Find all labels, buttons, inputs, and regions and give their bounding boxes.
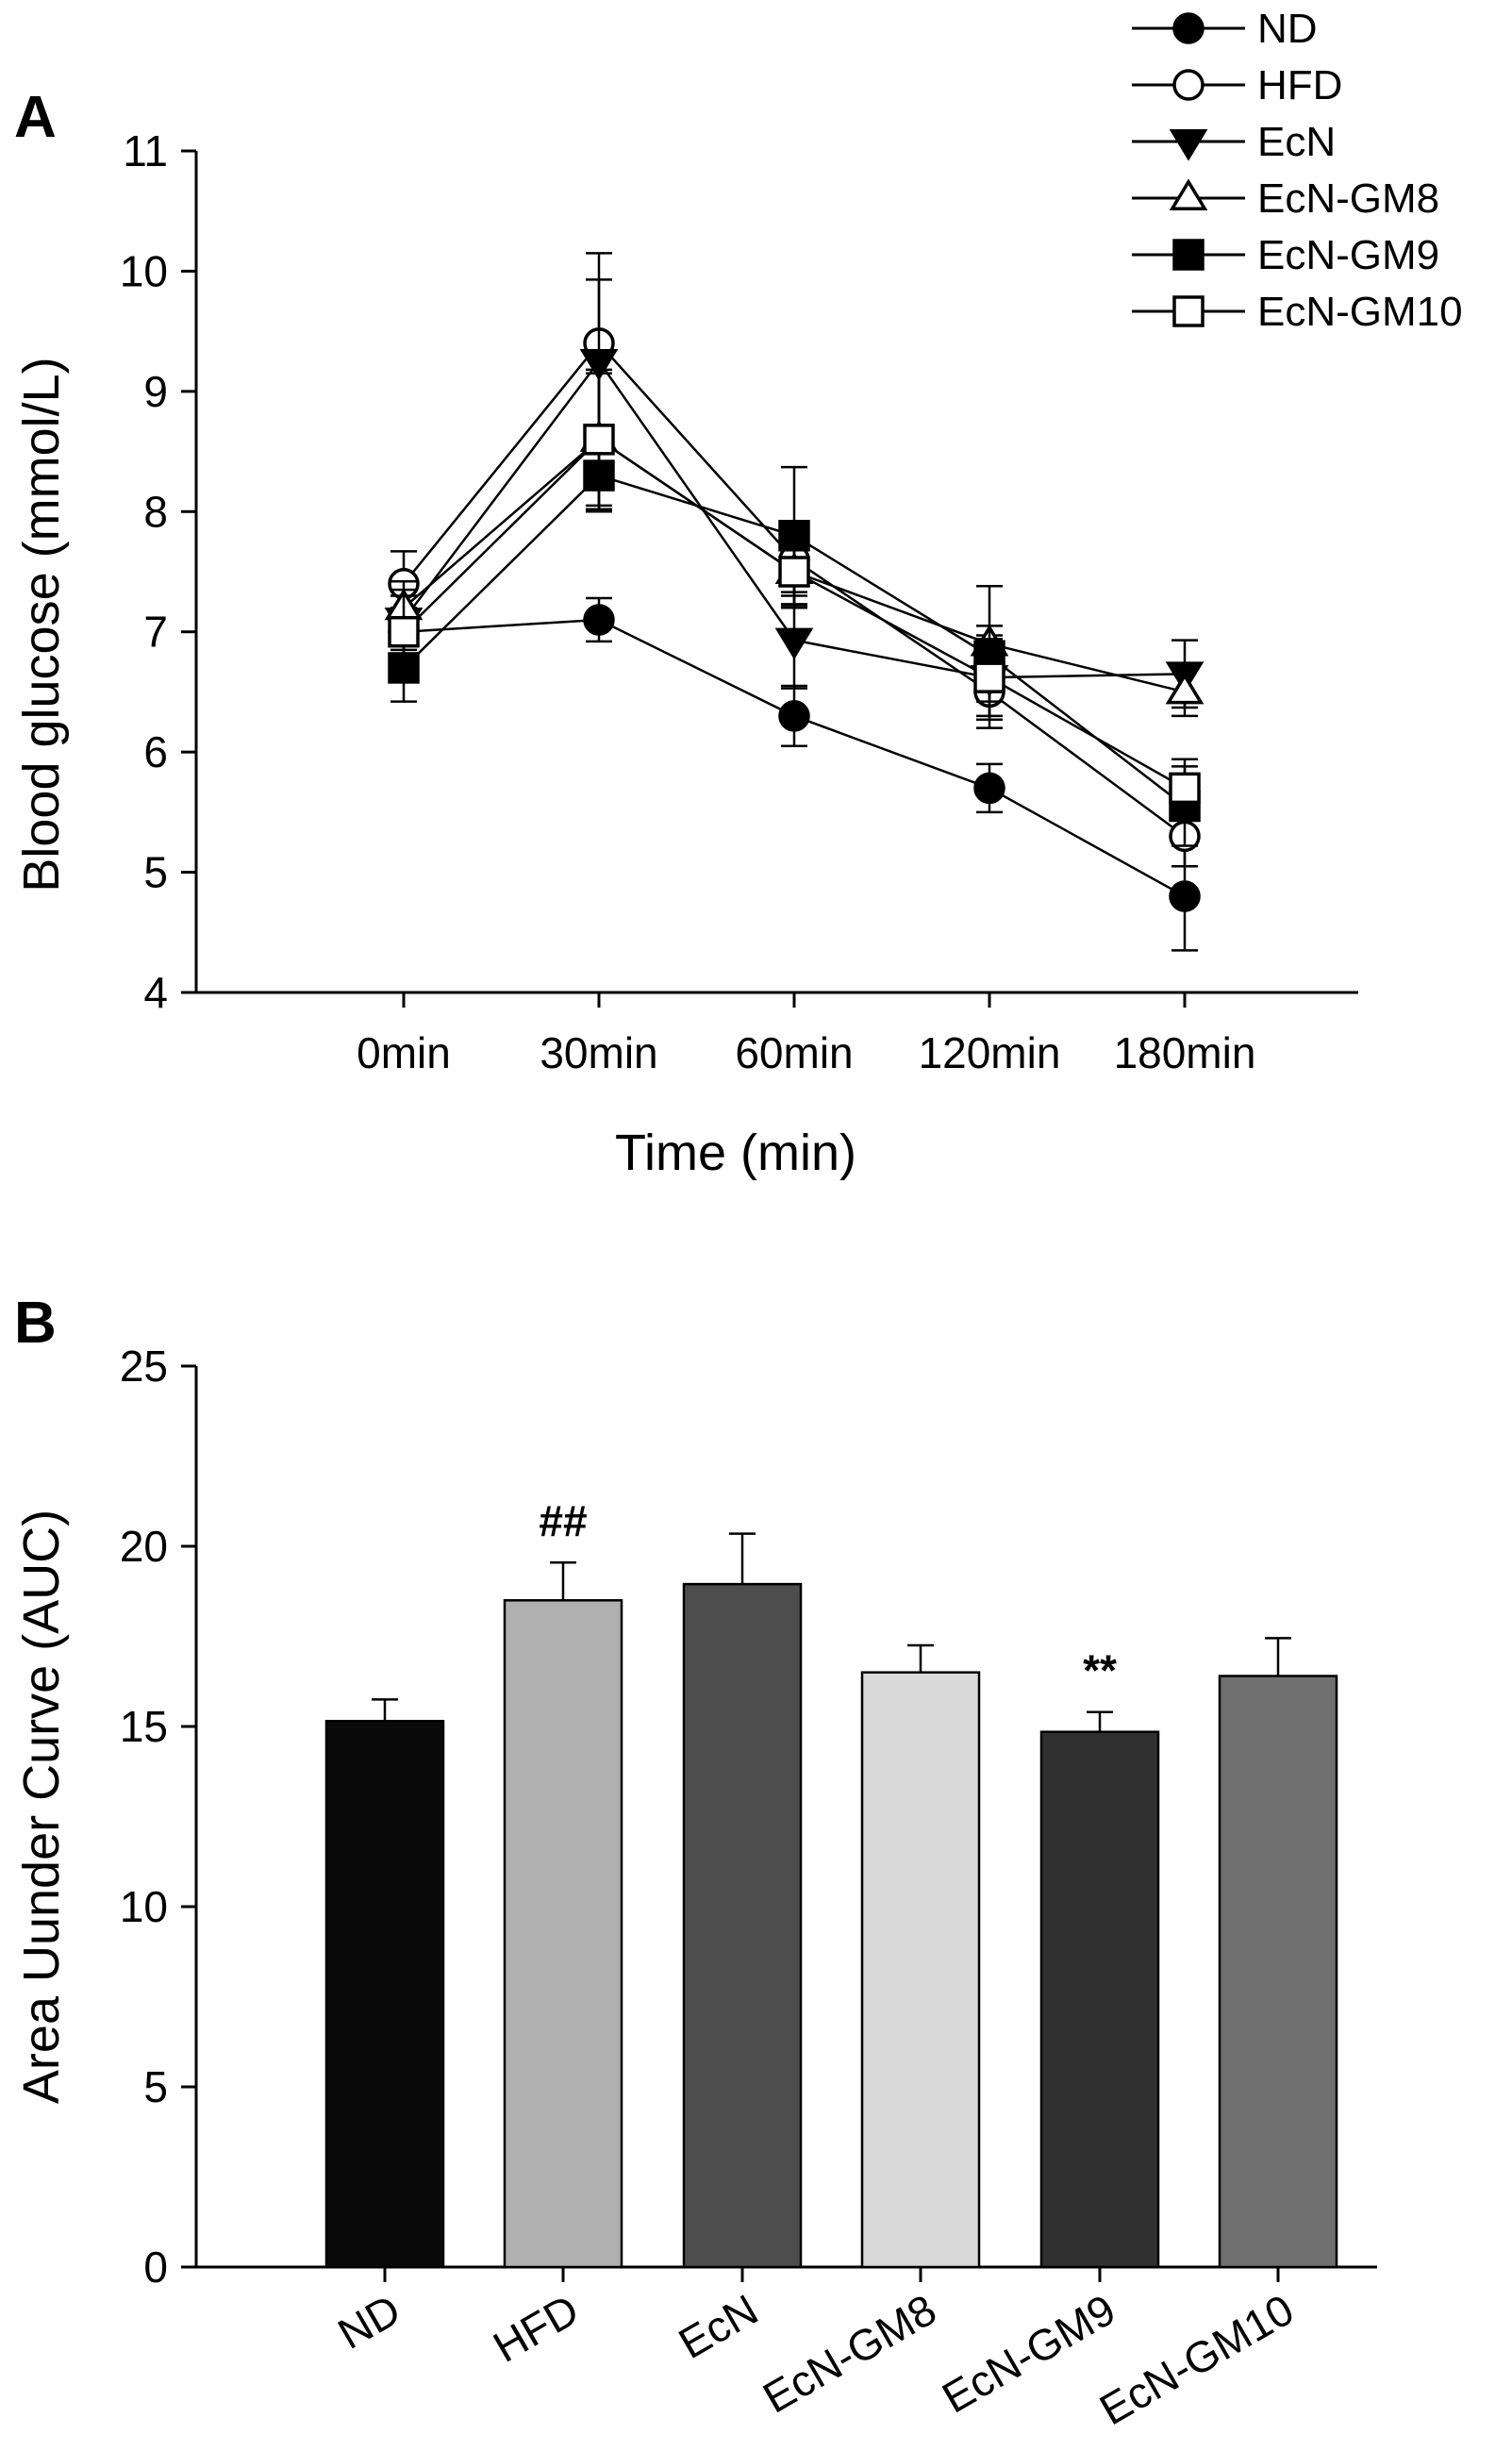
panel-a-letter: A (14, 85, 57, 150)
legend-item: EcN-GM10 (1132, 289, 1463, 335)
legend-item: EcN (1132, 119, 1336, 165)
panel-a-y-tick-label: 9 (143, 367, 168, 416)
series-ecn-gm10 (388, 368, 1201, 819)
legend-marker (1172, 12, 1205, 44)
panel-b-x-tick-label: EcN-GM10 (1091, 2285, 1302, 2435)
bar (503, 1599, 623, 2269)
panel-a-y-tick-label: 5 (143, 848, 168, 897)
legend-label: EcN (1257, 119, 1336, 165)
significance-marker: ** (1083, 1646, 1117, 1695)
bar-group-nd: ND (324, 1698, 445, 2359)
legend-marker (1169, 178, 1208, 210)
data-point (778, 700, 810, 732)
panel-a-x-tick-label: 0min (357, 1028, 451, 1077)
legend-item: EcN-GM8 (1132, 175, 1439, 222)
bar-group-ecn: EcN (671, 1532, 803, 2368)
data-point (778, 556, 810, 588)
data-point (583, 424, 615, 456)
data-point (973, 772, 1005, 805)
panel-b-y-tick-label: 20 (120, 1522, 168, 1571)
panel-b-y-tick-label: 10 (120, 1882, 168, 1931)
panel-b-x-tick-label: HFD (485, 2285, 587, 2372)
legend-marker (1172, 69, 1205, 101)
panel-a-line-chart: A Time (min) Blood glucose (mmol/L) 4 5 6 7… (13, 6, 1463, 1181)
panel-b-y-tick-label: 25 (120, 1342, 168, 1391)
panel-b-y-axis-title: Area Uunder Curve (AUC) (13, 1509, 70, 2104)
bar (1218, 1675, 1338, 2269)
panel-b-y-tick-label: 0 (143, 2243, 168, 2292)
legend: ND HFD EcN EcN-GM8 EcN-GM9 EcN-GM10 (1132, 6, 1463, 335)
panel-b-x-tick-label: EcN (671, 2285, 766, 2368)
panel-a-x-tick-label: 180min (1114, 1028, 1256, 1077)
bar (1039, 1730, 1160, 2269)
panel-a-y-tick-label: 8 (143, 487, 168, 536)
legend-marker (1172, 295, 1205, 327)
data-point (579, 349, 619, 381)
data-point (774, 627, 814, 660)
panel-a-y-tick-label: 10 (120, 246, 168, 295)
data-point (973, 661, 1005, 693)
legend-label: EcN-GM9 (1257, 232, 1439, 278)
series-nd (388, 596, 1201, 952)
panel-a-x-tick-label: 60min (735, 1028, 853, 1077)
panel-a-x-tick-label: 30min (540, 1028, 657, 1077)
legend-label: ND (1257, 6, 1318, 52)
bar-group-hfd: HFD ## (485, 1496, 623, 2372)
panel-a-x-tick-label: 120min (919, 1028, 1061, 1077)
panel-a-y-tick-label: 11 (123, 126, 168, 175)
significance-marker: ## (539, 1496, 587, 1545)
panel-a-y-tick-label: 7 (143, 608, 168, 657)
legend-label: EcN-GM8 (1257, 175, 1439, 222)
data-point (1169, 880, 1201, 912)
bar (324, 1720, 445, 2269)
legend-label: EcN-GM10 (1257, 289, 1463, 335)
panel-a-y-axis-title: Blood glucose (mmol/L) (13, 357, 70, 892)
panel-b-y-tick-label: 15 (120, 1702, 168, 1751)
bar (682, 1582, 803, 2269)
bar (860, 1671, 981, 2269)
panel-a-y-tick-label: 6 (143, 727, 168, 776)
panel-b-bar-chart: B Area Uunder Curve (AUC) 0 5 10 15 20 25 ND HF… (13, 1291, 1377, 2434)
legend-item: EcN-GM9 (1132, 232, 1439, 278)
data-point (583, 604, 615, 636)
legend-label: HFD (1257, 62, 1342, 108)
panel-b-letter: B (14, 1291, 57, 1356)
panel-b-y-tick-label: 5 (143, 2062, 168, 2111)
panel-a-y-tick-label: 4 (143, 968, 168, 1017)
panel-b-x-tick-label: ND (329, 2285, 408, 2359)
panel-b-x-tick-label: EcN-GM9 (934, 2285, 1123, 2423)
legend-marker (1172, 239, 1205, 271)
legend-item: ND (1132, 6, 1318, 52)
panel-b-x-tick-label: EcN-GM8 (755, 2285, 944, 2423)
data-point (1165, 672, 1205, 705)
data-point (1169, 772, 1201, 805)
legend-marker (1169, 129, 1208, 161)
data-point (388, 615, 420, 648)
panel-a-x-axis-title: Time (min) (615, 1125, 856, 1181)
legend-item: HFD (1132, 62, 1342, 108)
